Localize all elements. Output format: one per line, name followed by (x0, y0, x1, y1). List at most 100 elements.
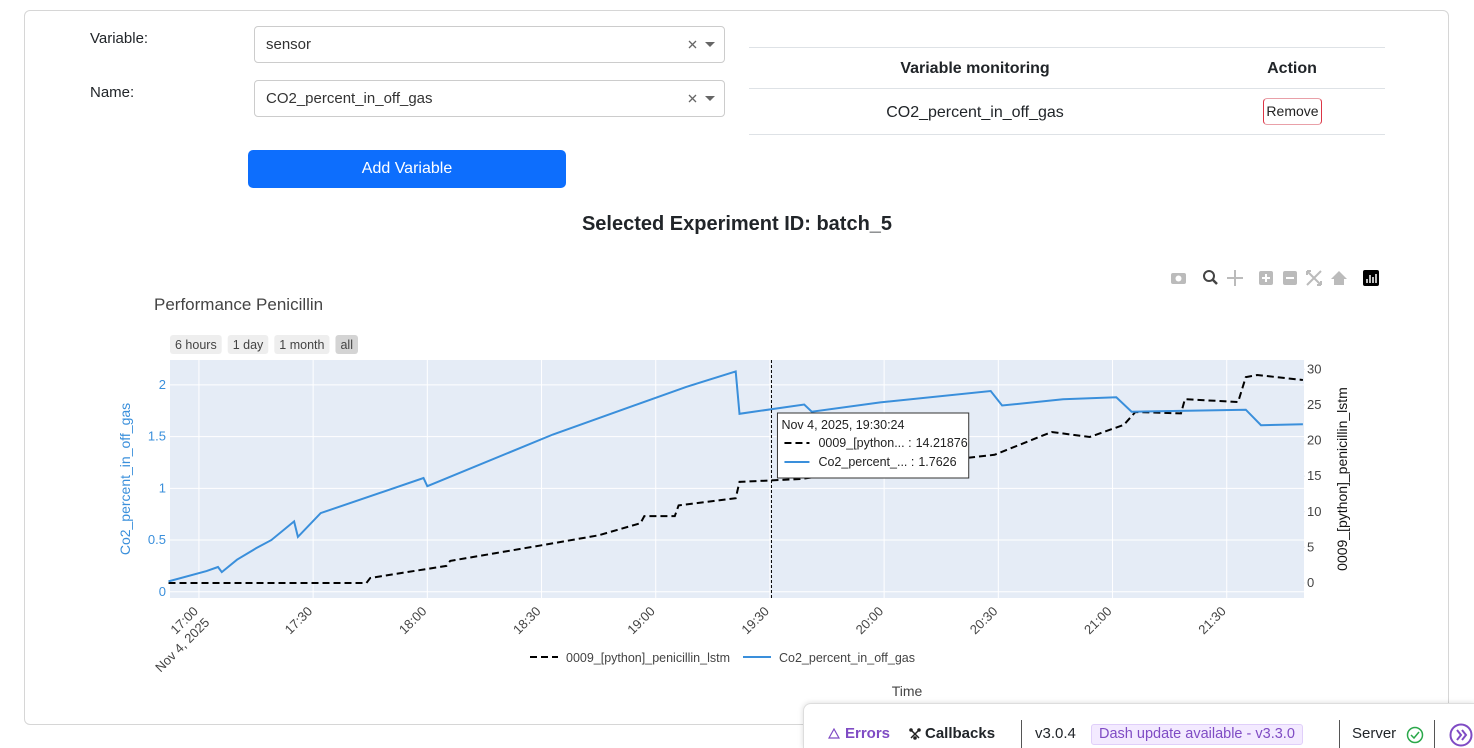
select-value: sensor (266, 36, 312, 53)
y-tick-label: 1 (159, 480, 166, 495)
tooltip-item: Co2_percent_... : 1.7626 (818, 455, 956, 469)
legend-label: Co2_percent_in_off_gas (779, 651, 915, 665)
update-badge[interactable]: Dash update available - v3.3.0 (1091, 724, 1303, 745)
range-button-bg (170, 335, 222, 354)
tooltip-item: 0009_[python... : 14.21876 (818, 436, 967, 450)
table-cell: CO2_percent_in_off_gas (886, 104, 1064, 121)
x-tick-label: 19:30 (738, 604, 772, 638)
name-label: Name: (90, 84, 135, 101)
table-border (749, 88, 1385, 89)
callbacks-icon (909, 728, 921, 740)
collapse-button[interactable] (1449, 723, 1473, 747)
hover-tooltip: Nov 4, 2025, 19:30:24 0009_[python... : 14… (776, 412, 970, 479)
warning-icon (828, 728, 840, 739)
x-tick-text: 19:00 (624, 604, 658, 638)
tooltip-name: 0009_[python... : (818, 436, 911, 450)
range-button-bg (335, 335, 358, 354)
y2-tick-label: 15 (1307, 468, 1321, 483)
table-border (749, 134, 1385, 135)
pan-icon[interactable] (1227, 270, 1243, 286)
y2-axis-title: 0009_[python]_penicillin_lstm (1334, 387, 1350, 571)
zoom-out-icon[interactable] (1283, 271, 1297, 285)
range-button-bg (274, 335, 330, 354)
server-label: Server (1352, 725, 1397, 742)
y2-tick-label: 30 (1307, 361, 1321, 376)
x-tick-label: 18:30 (510, 604, 544, 638)
y-axis-title: Co2_percent_in_off_gas (117, 403, 133, 555)
range-button-bg (227, 335, 269, 354)
server-status-icon (1406, 726, 1424, 744)
remove-button[interactable]: Remove (1263, 98, 1322, 125)
x-tick-label: 21:30 (1195, 604, 1229, 638)
select-value: CO2_percent_in_off_gas (266, 90, 433, 107)
range-button-label: 1 day (233, 338, 264, 352)
x-tick-label: 20:30 (967, 604, 1001, 638)
reset-icon[interactable] (1331, 271, 1347, 285)
series-line (168, 370, 1303, 583)
y2-tick-label: 25 (1307, 397, 1321, 412)
chart-title: Performance Penicillin (154, 295, 323, 314)
x-tick-label: 20:00 (853, 604, 887, 638)
x-tick-text: 21:00 (1081, 604, 1115, 638)
select-icons (688, 94, 715, 103)
x-tick-label: 18:00 (396, 604, 430, 638)
table-border (749, 47, 1385, 48)
range-button-label: 6 hours (175, 338, 217, 352)
separator (1434, 720, 1435, 748)
tooltip-value: 14.21876 (916, 436, 968, 450)
tooltip-name: Co2_percent_... : (818, 455, 914, 469)
range-button-label: 1 month (279, 338, 324, 352)
camera-icon[interactable] (1171, 273, 1186, 284)
zoom-icon[interactable] (1203, 270, 1218, 285)
version: v3.0.4 (1035, 725, 1076, 742)
separator (1021, 720, 1022, 748)
legend-label: 0009_[python]_penicillin_lstm (566, 651, 730, 665)
y2-tick-label: 0 (1307, 575, 1314, 590)
name-select[interactable]: CO2_percent_in_off_gas (254, 80, 725, 117)
variable-label: Variable: (90, 30, 149, 47)
y-tick-label: 0.5 (148, 532, 166, 547)
tooltip-box (776, 412, 970, 479)
x-tick-text: 20:00 (853, 604, 887, 638)
plot-area (170, 360, 1304, 598)
modebar (1171, 270, 1379, 286)
x-tick-label: 21:00 (1081, 604, 1115, 638)
experiment-title: Selected Experiment ID: batch_5 (581, 213, 893, 235)
table-header: Action (1267, 60, 1317, 77)
x-tick-text: 20:30 (967, 604, 1001, 638)
tooltip-value: 1.7626 (918, 455, 956, 469)
tooltip-header: Nov 4, 2025, 19:30:24 (781, 418, 904, 432)
select-icons (688, 40, 715, 49)
card (24, 10, 1449, 725)
table-header: Variable monitoring (900, 60, 1050, 77)
add-variable-button[interactable]: Add Variable (248, 150, 566, 188)
range-button-label: all (340, 338, 353, 352)
range-button[interactable]: 1 month (274, 335, 330, 354)
x-tick-text: 18:30 (510, 604, 544, 638)
y-tick-label: 1.5 (148, 429, 166, 444)
x-tick-text: 19:30 (738, 604, 772, 638)
range-button[interactable]: 1 day (227, 335, 269, 354)
range-button[interactable]: 6 hours (170, 335, 222, 354)
autoscale-icon[interactable] (1306, 270, 1322, 286)
y-tick-label: 0 (159, 584, 166, 599)
errors-tab[interactable]: Errors (845, 725, 891, 742)
x-tick-text: 21:30 (1195, 604, 1229, 638)
zoom-in-icon[interactable] (1259, 271, 1273, 285)
y2-tick-label: 10 (1307, 504, 1321, 519)
y-tick-label: 2 (159, 377, 166, 392)
y2-tick-label: 20 (1307, 433, 1321, 448)
x-tick-label: 17:00Nov 4, 2025 (141, 604, 212, 675)
x-axis-title: Time (892, 683, 923, 699)
variable-select[interactable]: sensor (254, 26, 725, 63)
plotly-logo[interactable] (1363, 270, 1379, 286)
x-tick-text: 17:30 (282, 604, 316, 638)
x-tick-text: 18:00 (396, 604, 430, 638)
devtools-bar: Errors Callbacks v3.0.4 Dash update avai… (803, 703, 1474, 748)
callbacks-tab[interactable]: Callbacks (925, 725, 996, 742)
x-tick-label: 19:00 (624, 604, 658, 638)
range-button[interactable]: all (335, 335, 358, 354)
y2-tick-label: 5 (1307, 539, 1314, 554)
